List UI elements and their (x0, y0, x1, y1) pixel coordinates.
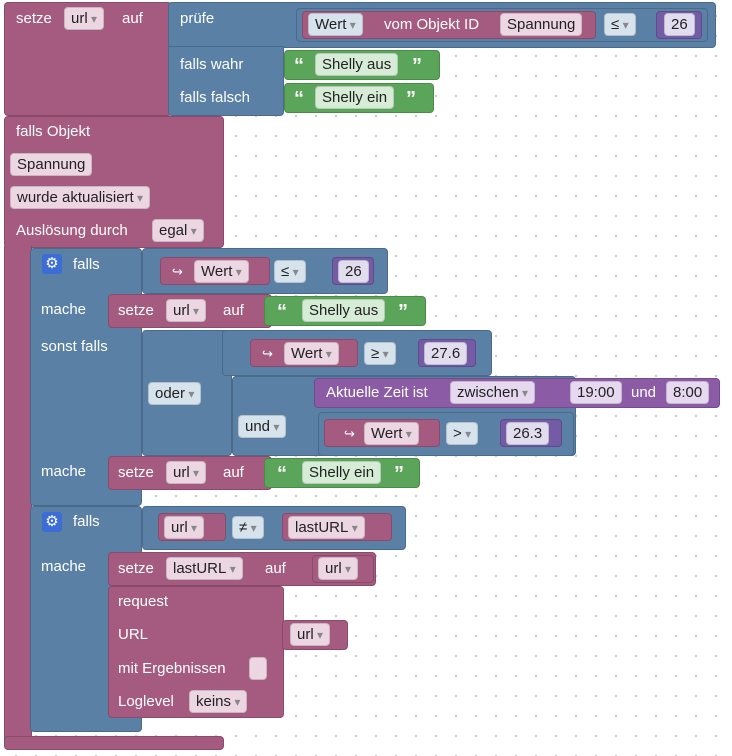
quote-close-icon: ” (398, 301, 408, 323)
trigger-objekt-field[interactable]: Spannung (10, 153, 93, 176)
return-arrow-icon: ↪ (344, 426, 355, 441)
mache-label-1: mache (41, 301, 87, 318)
quote-close-icon: ” (394, 463, 404, 485)
time-start-field[interactable]: 19:00 (570, 381, 622, 404)
url-input-dropdown[interactable]: url (290, 623, 331, 646)
number-field-1[interactable]: 26 (338, 260, 369, 283)
trigger-bottom-bar (4, 736, 224, 750)
auf-label-3: auf (265, 560, 286, 577)
setze-label-3: setze (118, 560, 154, 577)
text-field-falsch[interactable]: Shelly ein (315, 86, 395, 109)
quote-open-icon: “ (294, 55, 304, 77)
op-dropdown-2[interactable]: ≥ (364, 342, 396, 365)
url-label: URL (118, 626, 149, 643)
wert-dropdown[interactable]: Wert (308, 13, 363, 36)
quote-close-icon: ” (406, 88, 416, 110)
objekt-id-field[interactable]: Spannung (500, 13, 583, 36)
setze-label: setze (16, 10, 52, 27)
zwischen-dropdown[interactable]: zwischen (450, 381, 536, 404)
loglevel-dropdown[interactable]: keins (189, 690, 248, 713)
event-dropdown[interactable]: wurde aktualisiert (10, 186, 151, 209)
und-time-label: und (631, 384, 657, 401)
url-var-dropdown[interactable]: url (164, 516, 205, 539)
text-field-2[interactable]: Shelly ein (302, 461, 382, 484)
loglevel-label: Loglevel (118, 693, 174, 710)
number-field[interactable]: 26 (664, 13, 695, 36)
var-dropdown-2[interactable]: url (166, 461, 207, 484)
mache-label-2: mache (41, 463, 87, 480)
ausloesung-dropdown[interactable]: egal (152, 219, 204, 242)
pruefe-block-body (168, 46, 284, 116)
time-end-field[interactable]: 8:00 (666, 381, 710, 404)
falls-wahr-label: falls wahr (180, 56, 244, 73)
gear-icon[interactable]: ⚙ (42, 512, 62, 532)
trigger-left-bar (4, 246, 32, 742)
operator-dropdown[interactable]: ≤ (604, 13, 636, 36)
quote-open-icon: “ (277, 463, 287, 485)
ergebnis-checkbox[interactable] (249, 657, 267, 680)
auf-label-1: auf (223, 302, 244, 319)
und-dropdown[interactable]: und (238, 415, 287, 438)
zeit-label: Aktuelle Zeit ist (326, 384, 428, 401)
lasturl-dropdown[interactable]: lastURL (166, 557, 243, 580)
falls-objekt-label: falls Objekt (16, 123, 91, 140)
falls-label: falls (73, 256, 100, 273)
var-dropdown-1[interactable]: url (166, 299, 207, 322)
number-field-3[interactable]: 26.3 (506, 422, 550, 445)
ausloesung-label: Auslösung durch (16, 222, 128, 239)
quote-close-icon: ” (412, 55, 422, 77)
return-arrow-icon: ↪ (172, 264, 183, 279)
gear-icon[interactable]: ⚙ (42, 254, 62, 274)
text-field-wahr[interactable]: Shelly aus (315, 53, 399, 76)
op-dropdown-4[interactable]: ≠ (232, 516, 264, 539)
quote-open-icon: “ (277, 301, 287, 323)
text-field-1[interactable]: Shelly aus (302, 299, 386, 322)
op-dropdown-1[interactable]: ≤ (274, 260, 306, 283)
falls-falsch-label: falls falsch (180, 89, 251, 106)
setze-label-1: setze (118, 302, 154, 319)
lasturl-var-dropdown[interactable]: lastURL (288, 516, 365, 539)
setze-label-2: setze (118, 464, 154, 481)
op-dropdown-3[interactable]: > (446, 422, 479, 445)
ergebnis-label: mit Ergebnissen (118, 660, 226, 677)
wert-dropdown-3[interactable]: Wert (364, 422, 419, 445)
quote-open-icon: “ (294, 88, 304, 110)
mache-label-3: mache (41, 558, 87, 575)
falls-label-2: falls (73, 513, 100, 530)
sonst-falls-label: sonst falls (41, 338, 108, 355)
return-arrow-icon: ↪ (262, 346, 273, 361)
auf-label-2: auf (223, 464, 244, 481)
url-value-dropdown[interactable]: url (318, 557, 359, 580)
vom-objekt-label: vom Objekt ID (384, 16, 480, 33)
pruefe-label: prüfe (180, 10, 215, 27)
oder-dropdown[interactable]: oder (148, 382, 202, 405)
request-label: request (118, 593, 169, 610)
number-field-2[interactable]: 27.6 (424, 342, 468, 365)
wert-dropdown-1[interactable]: Wert (194, 260, 249, 283)
var-dropdown-url[interactable]: url (64, 7, 105, 30)
auf-label: auf (122, 10, 143, 27)
wert-dropdown-2[interactable]: Wert (284, 342, 339, 365)
